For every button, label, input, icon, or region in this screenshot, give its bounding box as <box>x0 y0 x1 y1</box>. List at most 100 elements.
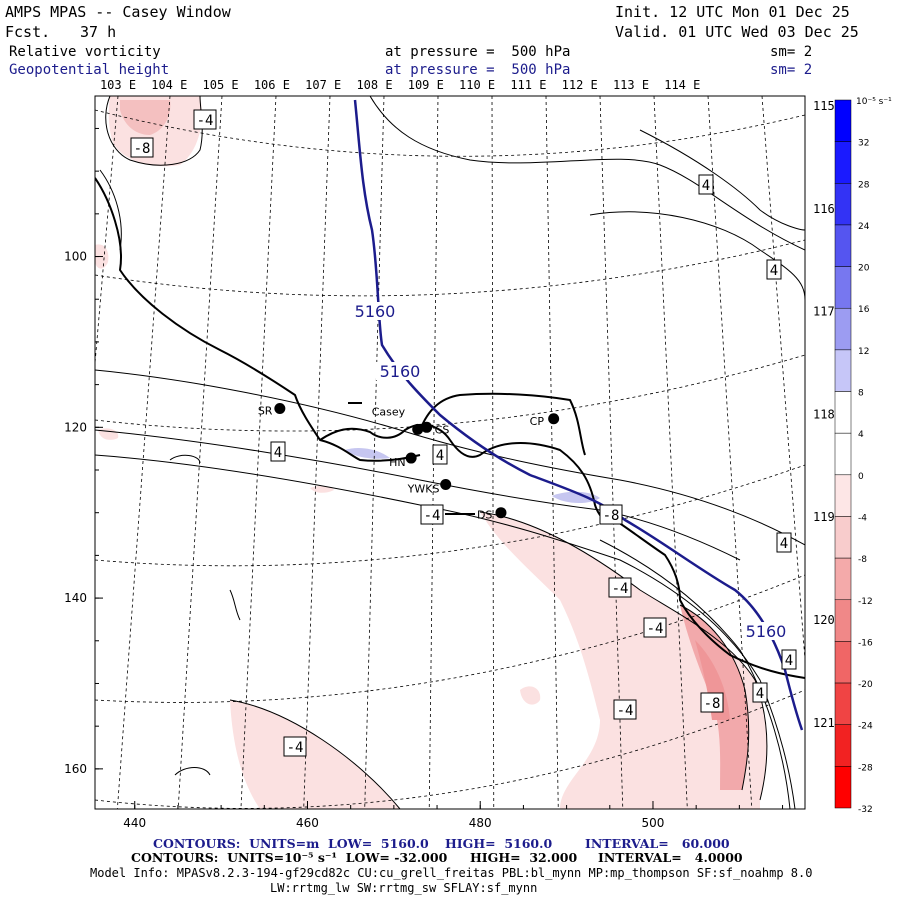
colorbar-unit: 10⁻⁵ s⁻¹ <box>856 97 892 107</box>
field1-smoothing: sm= 2 <box>770 44 813 60</box>
top-longitude-label: 111 E <box>510 78 546 92</box>
top-longitude-label: 106 E <box>254 78 290 92</box>
vorticity-contour-label: -4 <box>617 703 634 719</box>
height-contour-label: 5160 <box>746 622 787 641</box>
vorticity-contour-label: -4 <box>647 621 664 637</box>
top-longitude-label: 114 E <box>664 78 700 92</box>
coastline <box>95 177 805 679</box>
station-label: DS <box>477 509 492 522</box>
colorbar-swatch <box>834 224 852 267</box>
neg-vorticity-area-southeast <box>480 512 767 809</box>
field1-pressure: at pressure = 500 hPa <box>385 44 571 60</box>
station-dot <box>421 421 433 433</box>
x-tick-label: 440 <box>123 816 146 830</box>
vorticity-label-box <box>420 504 444 525</box>
colorbar-label: -4 <box>858 513 867 523</box>
vorticity-contour-labels: -4 -8 4 4 4 4 -4 -8 -4 4 -4 -4 4 -8 4 -4 <box>130 109 797 757</box>
colorbar-swatch <box>834 557 852 601</box>
vorticity-contour-label: 4 <box>274 445 282 461</box>
top-longitude-label: 110 E <box>459 78 495 92</box>
top-longitude-label: 107 E <box>305 78 341 92</box>
colorbar-label: -8 <box>858 555 867 565</box>
height-contour-labels: 5160 5160 5160 <box>351 302 790 641</box>
vorticity-contour-label: -8 <box>603 508 620 524</box>
field1-name: Relative vorticity <box>9 44 161 60</box>
colorbar-label: 8 <box>858 389 864 399</box>
vorticity-label-box <box>130 137 154 158</box>
vorticity-contours <box>95 96 805 809</box>
vorticity-contour-label: -4 <box>612 581 629 597</box>
vorticity-contour-label: -4 <box>197 113 214 129</box>
station-dot <box>274 403 286 415</box>
colorbar-swatch <box>834 641 852 684</box>
x-tick-label: 500 <box>642 816 665 830</box>
top-longitude-labels: 103 E 104 E 105 E 106 E 107 E 108 E 109 E 110 E… <box>100 78 700 92</box>
station-dot <box>548 413 560 425</box>
vorticity-label-box <box>613 699 637 720</box>
vorticity-label-box <box>283 736 307 757</box>
vorticity-contour-label: -4 <box>424 508 441 524</box>
model-info: Model Info: MPASv8.2.3-194-gf29cd82c CU:… <box>90 866 813 880</box>
colorbar-swatch <box>834 141 852 184</box>
colorbar-label: -16 <box>858 638 873 648</box>
init-time: Init. 12 UTC Mon 01 Dec 25 <box>615 3 850 21</box>
height-label-bg <box>351 302 399 320</box>
vorticity-contour-label: 4 <box>785 653 793 669</box>
height-contour-5160 <box>353 99 804 731</box>
vorticity-label-box <box>776 532 792 553</box>
colorbar-swatch <box>834 766 852 809</box>
colorbar-swatch <box>834 99 852 142</box>
x-tick-label: 480 <box>469 816 492 830</box>
y-axis: 100 120 140 160 <box>64 127 103 776</box>
neg-vorticity-area-small4 <box>310 485 334 493</box>
top-longitude-label: 104 E <box>151 78 187 92</box>
vorticity-contour-info: CONTOURS: UNITS=10⁻⁵ s⁻¹ LOW= -32.000 <box>131 850 448 865</box>
colorbar-label: 12 <box>858 347 869 357</box>
colorbar-label: -32 <box>858 805 873 815</box>
colorbar-label: 20 <box>858 264 870 274</box>
vorticity-label-box <box>766 259 782 280</box>
neg-vorticity-area-northwest-core <box>120 100 171 135</box>
valid-time: Valid. 01 UTC Wed 03 Dec 25 <box>615 23 859 41</box>
field2-smoothing: sm= 2 <box>770 62 813 78</box>
vorticity-contour-high: HIGH= 32.000 <box>470 850 578 865</box>
vorticity-contour-label: 4 <box>436 448 444 464</box>
station-dot <box>495 507 507 519</box>
station-label: Casey <box>372 405 406 418</box>
forecast-label: Fcst. <box>5 23 51 41</box>
field2-pressure: at pressure = 500 hPa <box>385 62 571 78</box>
station-label: CS <box>435 423 450 436</box>
top-longitude-label: 103 E <box>100 78 136 92</box>
neg-vorticity-area-small2 <box>585 645 611 668</box>
vorticity-label-box <box>698 174 714 195</box>
colorbar-swatch <box>834 391 852 434</box>
pos-vorticity-area-2 <box>345 447 390 459</box>
height-contour-interval: INTERVAL= 60.000 <box>585 836 730 851</box>
station-label: SR <box>258 405 273 418</box>
y-tick-label: 160 <box>64 762 87 776</box>
height-contour-high: HIGH= 5160.0 <box>445 836 553 851</box>
vorticity-contour-label: 4 <box>770 263 778 279</box>
vorticity-label-box <box>700 692 724 713</box>
height-contour-info: CONTOURS: UNITS=m LOW= 5160.0 <box>153 836 429 851</box>
station-dot <box>405 452 417 464</box>
vorticity-label-box <box>781 649 797 670</box>
top-longitude-label: 112 E <box>562 78 598 92</box>
vorticity-label-box <box>270 441 286 462</box>
vorticity-label-box <box>643 617 667 638</box>
forecast-hours: 37 h <box>80 23 117 41</box>
vorticity-label-box <box>608 577 632 598</box>
plot-area: 5160 5160 5160 -4 -8 4 4 4 4 -4 -8 -4 4 -4 -4 4 -8 4 -4 S… <box>95 96 805 809</box>
colorbar: 32 28 24 20 16 12 8 4 0 -4 -8 -12 -16 -20 -24 -28 -32 10⁻… <box>834 97 892 815</box>
vorticity-contour-label: 4 <box>702 178 710 194</box>
vorticity-contour-interval: INTERVAL= 4.0000 <box>598 850 743 865</box>
colorbar-swatch <box>834 266 852 309</box>
colorbar-label: 28 <box>858 180 870 190</box>
station-label: YWKS <box>407 483 440 496</box>
top-longitude-label: 109 E <box>408 78 444 92</box>
colorbar-swatch <box>834 349 852 392</box>
colorbar-swatch <box>834 599 852 642</box>
height-label-bg <box>376 362 424 380</box>
colorbar-swatch <box>834 183 852 226</box>
